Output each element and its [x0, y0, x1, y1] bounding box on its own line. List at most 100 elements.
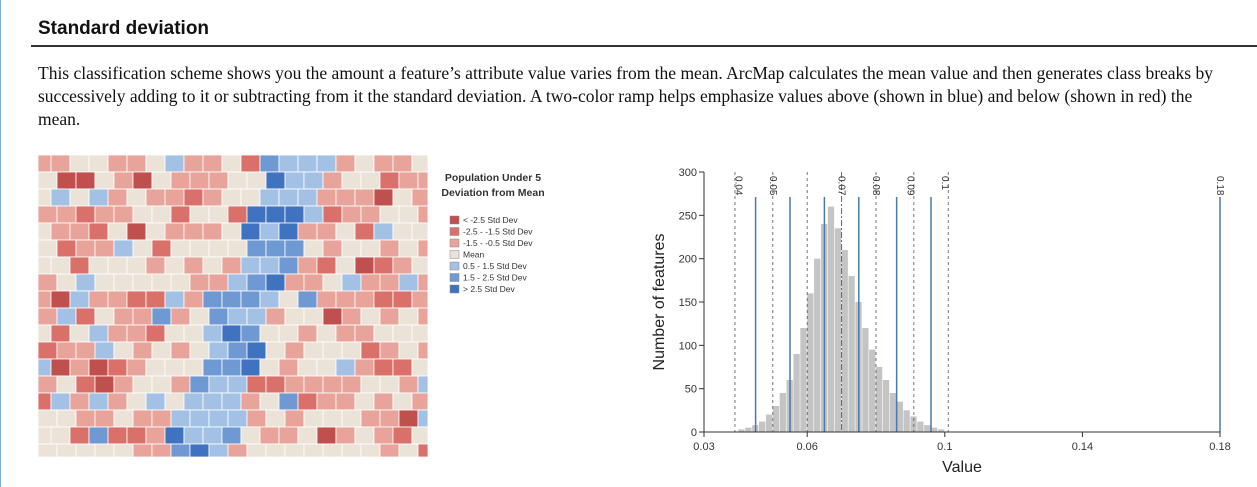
map-county — [265, 341, 286, 360]
map-county — [303, 341, 324, 360]
map-county — [373, 154, 394, 173]
histogram-bar — [765, 414, 773, 432]
legend-swatch — [449, 215, 460, 225]
map-county — [88, 256, 109, 275]
map-county — [69, 222, 90, 241]
map-county — [398, 341, 419, 360]
histogram-bar — [827, 206, 835, 432]
map-county — [164, 188, 185, 207]
map-county — [88, 290, 109, 309]
map-county — [208, 205, 229, 224]
map-county — [189, 409, 210, 428]
map-county — [354, 358, 375, 377]
map-county — [297, 426, 318, 445]
map-county — [398, 171, 419, 190]
map-county — [259, 392, 280, 411]
map-county — [94, 273, 115, 292]
map-county — [189, 171, 210, 190]
map-county — [202, 222, 223, 241]
map-county — [132, 409, 153, 428]
map-county — [37, 273, 58, 292]
map-county — [50, 188, 71, 207]
map-county — [189, 205, 210, 224]
map-county — [202, 188, 223, 207]
map-county — [297, 358, 318, 377]
map-county — [189, 341, 210, 360]
map-county — [240, 358, 261, 377]
map-county — [126, 256, 147, 275]
map-county — [303, 409, 324, 428]
map-county — [132, 341, 153, 360]
map-county — [208, 239, 229, 258]
map-county — [151, 409, 172, 428]
map-county — [75, 443, 96, 458]
map-county — [398, 239, 419, 258]
map-county — [265, 409, 286, 428]
map-county — [284, 443, 305, 458]
map-county — [227, 239, 248, 258]
histogram-bar — [807, 293, 814, 432]
map-county — [37, 307, 58, 326]
map-county — [411, 358, 429, 377]
map-county — [202, 324, 223, 343]
map-county — [246, 205, 267, 224]
map-county — [94, 205, 115, 224]
map-county — [56, 443, 77, 458]
map-county — [246, 409, 267, 428]
map-county — [208, 443, 229, 458]
map-county — [107, 392, 128, 411]
legend-swatch — [449, 238, 460, 248]
map-county — [354, 392, 375, 411]
histogram-bar — [800, 328, 807, 432]
map-county — [303, 171, 324, 190]
map-county — [265, 307, 286, 326]
map-county — [94, 307, 115, 326]
map-county — [265, 273, 286, 292]
map-county — [360, 375, 381, 394]
map-county — [322, 375, 343, 394]
map-county — [75, 239, 96, 258]
break-label: 0.09 — [904, 176, 915, 196]
map-county — [322, 205, 343, 224]
map-county — [75, 409, 96, 428]
map-county — [373, 222, 394, 241]
map-county — [411, 392, 429, 411]
map-county — [354, 426, 375, 445]
map-county — [322, 307, 343, 326]
map-county — [50, 358, 71, 377]
map-county — [259, 188, 280, 207]
map-county — [373, 426, 394, 445]
x-tick-label: 0.18 — [1209, 441, 1230, 453]
map-county — [113, 205, 134, 224]
map-county — [265, 171, 286, 190]
map-county — [126, 188, 147, 207]
map-county — [335, 256, 356, 275]
map-county — [411, 290, 429, 309]
y-tick-label: 250 — [679, 210, 697, 222]
map-county — [398, 443, 419, 458]
map-county — [278, 392, 299, 411]
map-county — [69, 358, 90, 377]
map-county — [221, 426, 242, 445]
map-county — [379, 307, 400, 326]
legend-label: < -2.5 Std Dev — [463, 215, 518, 225]
break-label: 0.05 — [767, 176, 778, 196]
map-county — [183, 188, 204, 207]
map-county — [379, 443, 400, 458]
map-county — [56, 341, 77, 360]
map-county — [392, 392, 413, 411]
map-county — [170, 375, 191, 394]
map-county — [392, 358, 413, 377]
map-county — [107, 290, 128, 309]
map-county — [69, 324, 90, 343]
map-county — [145, 256, 166, 275]
map-county — [373, 188, 394, 207]
map-county — [88, 154, 109, 173]
map-county — [151, 341, 172, 360]
map-county — [417, 375, 429, 394]
map-county — [360, 273, 381, 292]
map-county — [170, 273, 191, 292]
map-county — [37, 188, 52, 207]
map-county — [126, 222, 147, 241]
map-county — [50, 222, 71, 241]
